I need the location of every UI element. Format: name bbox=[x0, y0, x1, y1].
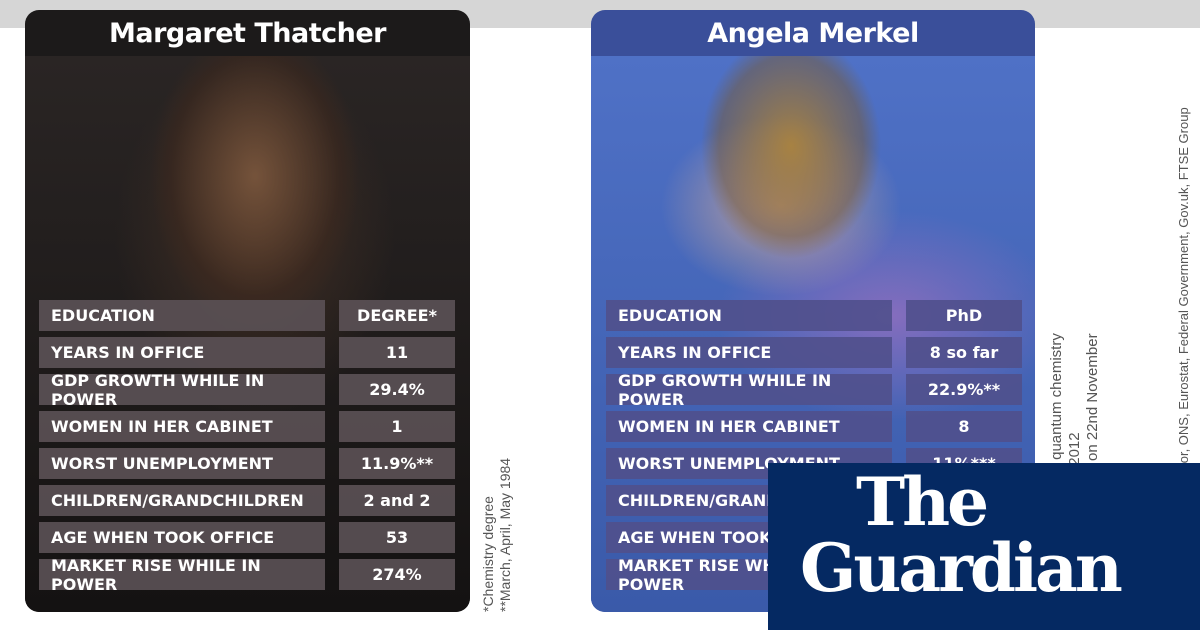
guardian-logo: The Guardian bbox=[768, 463, 1200, 630]
stat-label: WOMEN IN HER CABINET bbox=[39, 411, 325, 442]
stat-value: 1 bbox=[339, 411, 455, 442]
stat-value: 29.4% bbox=[339, 374, 455, 405]
stat-label: GDP GROWTH WHILE IN POWER bbox=[606, 371, 892, 409]
stat-value: 274% bbox=[339, 559, 455, 590]
stat-value: DEGREE* bbox=[339, 300, 455, 331]
thatcher-footnotes: *Chemistry degree **March, April, May 19… bbox=[480, 458, 514, 612]
stat-label: EDUCATION bbox=[606, 300, 892, 331]
stat-value: 8 so far bbox=[906, 337, 1022, 368]
card-title: Margaret Thatcher bbox=[108, 17, 387, 49]
stat-value: 8 bbox=[906, 411, 1022, 442]
stat-value: PhD bbox=[906, 300, 1022, 331]
stat-label: GDP GROWTH WHILE IN POWER bbox=[39, 371, 325, 409]
stat-value: 11.9%** bbox=[339, 448, 455, 479]
stat-label: CHILDREN/GRANDCHILDREN bbox=[39, 485, 325, 516]
stat-label: MARKET RISE WHILE IN POWER bbox=[39, 556, 325, 594]
footnote: **March, April, May 1984 bbox=[497, 457, 513, 612]
stat-label: YEARS IN OFFICE bbox=[606, 337, 892, 368]
stat-label: WORST UNEMPLOYMENT bbox=[39, 448, 325, 479]
footnote: *Chemistry degree bbox=[480, 496, 496, 612]
thatcher-card: Margaret Thatcher EDUCATION DEGREE* YEARS… bbox=[25, 10, 470, 612]
stat-value: 11 bbox=[339, 337, 455, 368]
stat-value: 53 bbox=[339, 522, 455, 553]
card-title: Angela Merkel bbox=[707, 17, 919, 49]
logo-word-the: The bbox=[856, 463, 989, 541]
stat-label: WOMEN IN HER CABINET bbox=[606, 411, 892, 442]
logo-word-guardian: Guardian bbox=[800, 529, 1123, 607]
stat-value: 2 and 2 bbox=[339, 485, 455, 516]
stat-label: YEARS IN OFFICE bbox=[39, 337, 325, 368]
stat-value: 22.9%** bbox=[906, 374, 1022, 405]
stat-label: AGE WHEN TOOK OFFICE bbox=[39, 522, 325, 553]
thatcher-portrait bbox=[25, 56, 470, 612]
stat-label: EDUCATION bbox=[39, 300, 325, 331]
